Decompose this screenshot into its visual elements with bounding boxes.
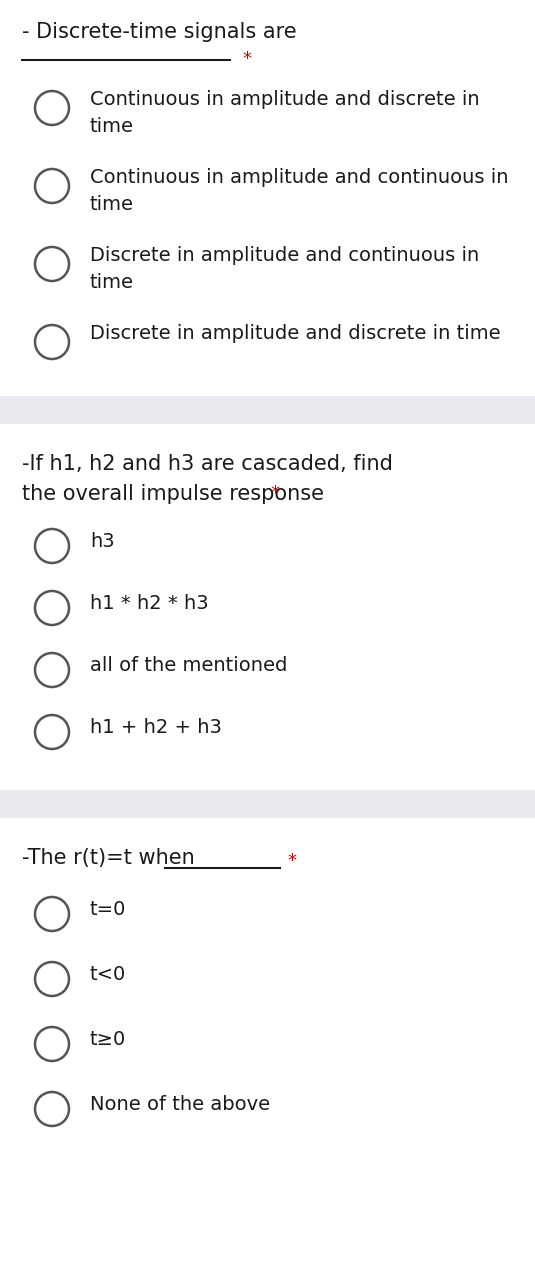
Text: *: * — [288, 852, 296, 870]
Text: t<0: t<0 — [90, 965, 126, 984]
Bar — [0, 396, 535, 424]
Text: h3: h3 — [90, 532, 114, 550]
Text: Continuous in amplitude and discrete in
time: Continuous in amplitude and discrete in … — [90, 90, 479, 136]
Text: h1 * h2 * h3: h1 * h2 * h3 — [90, 594, 209, 613]
Text: h1 + h2 + h3: h1 + h2 + h3 — [90, 718, 222, 737]
Text: Discrete in amplitude and continuous in
time: Discrete in amplitude and continuous in … — [90, 246, 479, 292]
Text: Discrete in amplitude and discrete in time: Discrete in amplitude and discrete in ti… — [90, 324, 501, 343]
Text: None of the above: None of the above — [90, 1094, 270, 1114]
Text: t≥0: t≥0 — [90, 1030, 126, 1050]
Text: -The r(t)=t when: -The r(t)=t when — [22, 847, 195, 868]
Text: *: * — [242, 50, 251, 68]
Text: all of the mentioned: all of the mentioned — [90, 655, 287, 675]
Text: -If h1, h2 and h3 are cascaded, find: -If h1, h2 and h3 are cascaded, find — [22, 454, 393, 474]
Bar — [0, 790, 535, 818]
Text: Continuous in amplitude and continuous in
time: Continuous in amplitude and continuous i… — [90, 168, 508, 214]
Text: *: * — [271, 484, 280, 502]
Text: - Discrete-time signals are: - Discrete-time signals are — [22, 22, 296, 42]
Text: the overall impulse response: the overall impulse response — [22, 484, 331, 504]
Text: t=0: t=0 — [90, 900, 126, 919]
